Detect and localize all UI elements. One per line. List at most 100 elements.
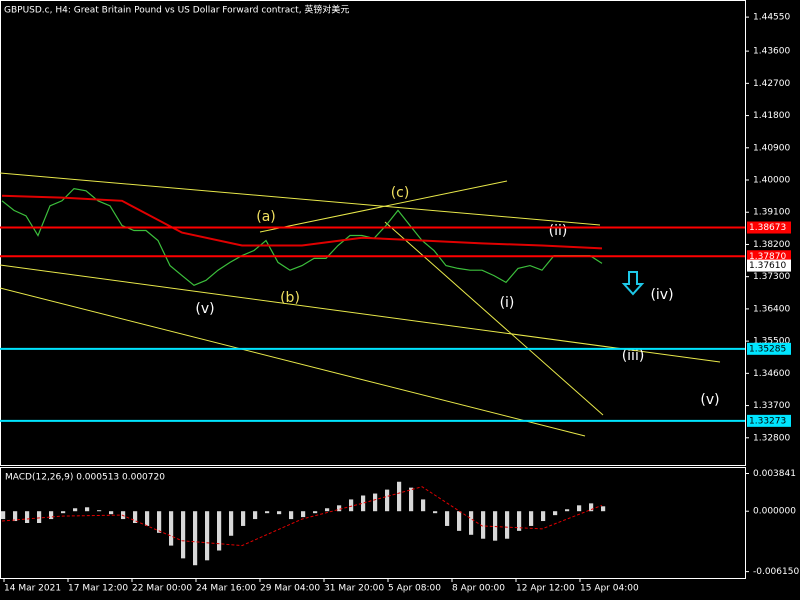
macd-bar xyxy=(445,511,450,526)
macd-bar xyxy=(313,511,318,514)
macd-bar xyxy=(229,511,234,536)
macd-bar xyxy=(241,511,246,526)
macd-bar xyxy=(1,511,6,520)
macd-bar xyxy=(421,499,426,512)
wave-label: (ii) xyxy=(549,223,568,239)
macd-bar xyxy=(553,511,558,516)
macd-bar xyxy=(301,511,306,518)
last-price-label: 1.37610 xyxy=(749,261,786,271)
macd-bar xyxy=(397,481,402,512)
macd-bar xyxy=(457,511,462,531)
y-tick-label: 0.003841 xyxy=(753,469,796,479)
trend-line xyxy=(0,287,586,437)
price-level-box xyxy=(747,221,791,234)
macd-bar xyxy=(433,511,438,514)
y-tick-label: 1.40000 xyxy=(753,176,790,186)
y-tick-label: 1.34600 xyxy=(753,369,790,379)
macd-bar xyxy=(577,505,582,512)
wave-label: (iv) xyxy=(650,287,673,303)
macd-bar xyxy=(589,503,594,512)
macd-bar xyxy=(61,511,66,514)
y-tick-label: -0.006150 xyxy=(753,567,799,577)
moving-average xyxy=(1,194,603,250)
main-frame xyxy=(0,0,746,466)
y-tick-label: 1.43600 xyxy=(753,47,790,57)
signal-line xyxy=(1,486,603,547)
macd-bar xyxy=(145,511,150,526)
price-level-label: 1.38673 xyxy=(749,223,786,233)
macd-bar xyxy=(193,511,198,566)
macd-bar xyxy=(361,495,366,512)
y-tick-label: 1.32800 xyxy=(753,433,790,443)
last-price-box xyxy=(747,259,791,272)
price-line xyxy=(1,187,603,286)
macd-bar xyxy=(517,511,522,531)
macd-bar xyxy=(325,508,330,512)
macd-bar xyxy=(565,509,570,512)
macd-bar xyxy=(349,499,354,512)
x-tick-label: 29 Mar 04:00 xyxy=(260,584,320,594)
macd-bar xyxy=(505,511,510,539)
macd-bar xyxy=(49,511,54,520)
price-level-label: 1.37870 xyxy=(749,252,786,262)
down-arrow xyxy=(621,271,645,296)
x-tick-label: 15 Apr 04:00 xyxy=(580,584,639,594)
y-tick-label: 1.37300 xyxy=(753,272,790,282)
macd-bar xyxy=(481,511,486,539)
macd-bar xyxy=(373,493,378,512)
y-tick-label: 1.44550 xyxy=(753,13,790,23)
trend-lines xyxy=(0,172,721,437)
x-tick-label: 8 Apr 00:00 xyxy=(452,584,505,594)
trend-line xyxy=(0,264,721,363)
trend-line xyxy=(0,172,601,226)
y-tick-label: 1.33700 xyxy=(753,401,790,411)
x-tick-label: 14 Mar 2021 xyxy=(4,584,61,594)
macd-title: MACD(12,26,9) 0.000513 0.000720 xyxy=(5,473,165,483)
y-tick-label: 1.40900 xyxy=(753,143,790,153)
macd-bar xyxy=(97,510,102,512)
macd-bar xyxy=(13,511,18,522)
y-tick-label: 1.38200 xyxy=(753,240,790,250)
wave-label: (i) xyxy=(500,295,515,311)
x-tick-label: 17 Mar 12:00 xyxy=(68,584,128,594)
trend-line xyxy=(384,221,604,416)
macd-bar xyxy=(253,511,258,520)
macd-bar xyxy=(109,511,114,515)
y-tick-label: 0.000000 xyxy=(753,507,796,517)
y-tick-label: 1.39100 xyxy=(753,208,790,218)
macd-bar xyxy=(529,511,534,526)
wave-label: (v) xyxy=(700,392,719,408)
wave-label: (iii) xyxy=(622,348,645,364)
y-tick-label: 1.42700 xyxy=(753,79,790,89)
y-tick-label: 1.41800 xyxy=(753,111,790,121)
macd-bar xyxy=(409,487,414,512)
macd-bar xyxy=(73,508,78,512)
x-tick-label: 24 Mar 16:00 xyxy=(196,584,256,594)
macd-bar xyxy=(169,511,174,546)
y-tick-label: 1.36400 xyxy=(753,304,790,314)
price-level-box xyxy=(747,250,791,263)
x-tick-label: 31 Mar 20:00 xyxy=(324,584,384,594)
macd-bar xyxy=(493,511,498,541)
macd-bar xyxy=(133,511,138,523)
x-tick-label: 12 Apr 12:00 xyxy=(516,584,575,594)
macd-bar xyxy=(157,511,162,533)
macd-bar xyxy=(85,507,90,512)
macd-bar xyxy=(289,511,294,520)
macd-bar xyxy=(601,506,606,512)
y-tick-label: 1.35500 xyxy=(753,337,790,347)
price-level-label: 1.33273 xyxy=(749,416,786,426)
macd-bar xyxy=(265,511,270,514)
macd-frame xyxy=(0,467,746,579)
macd-bar xyxy=(385,489,390,512)
macd-bar xyxy=(217,511,222,551)
wave-label: (b) xyxy=(280,290,300,306)
macd-bar xyxy=(205,511,210,561)
macd-bar xyxy=(181,511,186,559)
chart-title: GBPUSD.c, H4: Great Britain Pound vs US … xyxy=(4,4,349,16)
macd-bar xyxy=(277,511,282,515)
macd-bar xyxy=(25,511,30,523)
price-level-box xyxy=(747,414,791,427)
